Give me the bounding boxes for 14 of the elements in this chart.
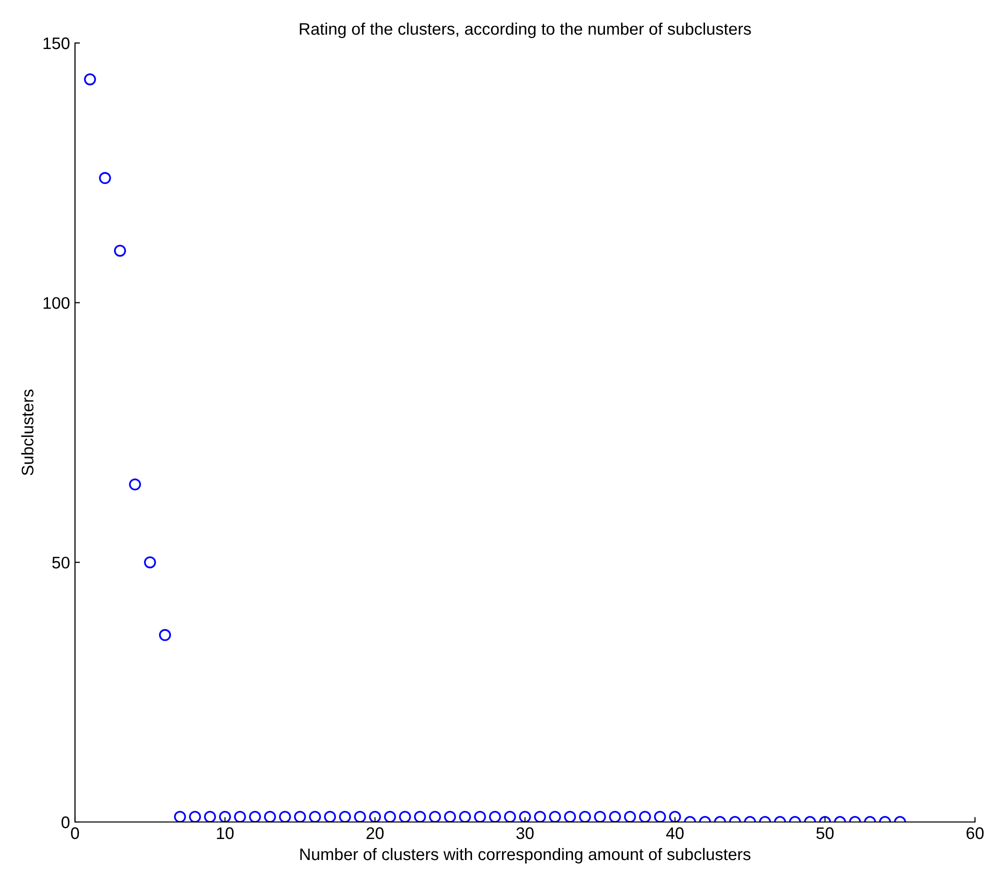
y-tick-label: 100 <box>44 297 70 309</box>
x-tick-label: 60 <box>966 827 984 840</box>
chart-title: Rating of the clusters, according to the number of subclusters <box>300 22 751 38</box>
x-tick-label: 30 <box>516 827 534 840</box>
x-tick-label: 40 <box>666 827 684 840</box>
y-tick-label: 150 <box>44 37 70 50</box>
x-tick-label: 10 <box>217 827 234 840</box>
x-axis-title: Number of clusters with corresponding amount of subclusters <box>300 848 750 864</box>
x-tick-label: 20 <box>366 827 384 840</box>
y-axis-title: Subclusters <box>21 390 34 476</box>
y-tick-label: 0 <box>62 816 70 828</box>
y-tick-label: 50 <box>52 556 70 569</box>
x-tick-label: 50 <box>816 827 834 840</box>
x-tick-label: 0 <box>71 827 79 840</box>
